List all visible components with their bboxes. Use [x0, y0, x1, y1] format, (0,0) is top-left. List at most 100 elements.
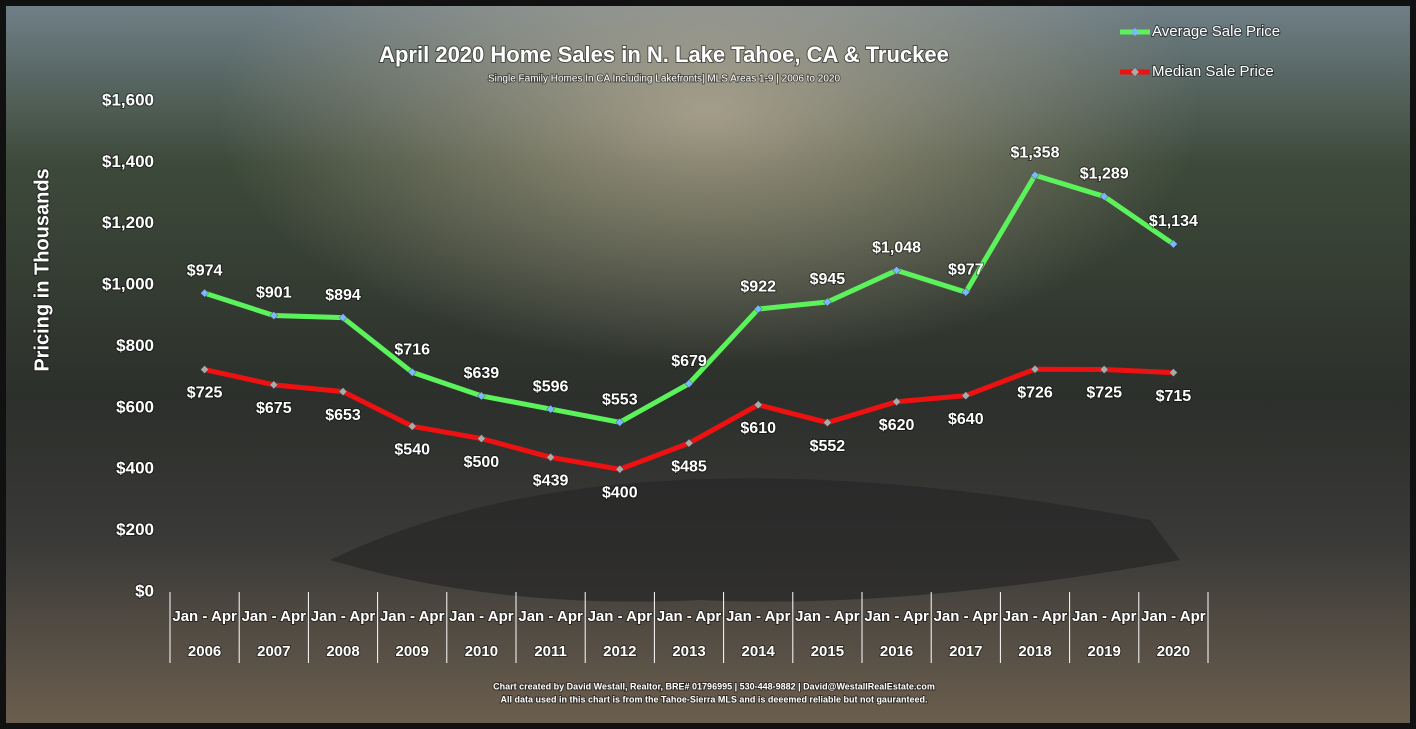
data-label: $639 [464, 365, 500, 382]
x-tick-period: Jan - Apr [518, 608, 583, 625]
data-label: $901 [256, 285, 292, 302]
data-label: $1,048 [872, 240, 921, 257]
y-tick-label: $600 [116, 397, 154, 416]
data-point [823, 297, 832, 307]
x-tick-label: 2019 [1088, 643, 1121, 660]
data-label: $922 [740, 278, 776, 295]
data-label: $679 [671, 353, 707, 370]
x-tick-period: Jan - Apr [934, 608, 999, 625]
data-point [269, 380, 279, 390]
data-label: $439 [533, 473, 569, 490]
data-label: $1,289 [1080, 166, 1129, 183]
x-tick-period: Jan - Apr [242, 608, 307, 625]
data-point [407, 421, 417, 431]
x-tick-label: 2009 [396, 643, 429, 660]
x-tick-period: Jan - Apr [1072, 608, 1137, 625]
x-tick-period: Jan - Apr [1141, 608, 1206, 625]
data-point [684, 379, 694, 388]
chart-title: April 2020 Home Sales in N. Lake Tahoe, … [379, 42, 949, 67]
data-point [477, 434, 486, 443]
data-point [615, 417, 625, 427]
data-point [1169, 239, 1178, 249]
data-point [200, 365, 209, 374]
y-tick-label: $200 [116, 520, 154, 539]
x-tick-period: Jan - Apr [657, 608, 722, 625]
data-point [269, 311, 279, 320]
x-tick-label: 2011 [534, 643, 567, 660]
legend-marker [1131, 28, 1139, 36]
driveway [330, 478, 1180, 602]
y-tick-label: $1,400 [102, 152, 154, 171]
data-label: $552 [810, 438, 846, 455]
data-point [1099, 192, 1109, 201]
data-point [961, 391, 971, 400]
x-tick-label: 2014 [742, 643, 776, 660]
data-point [1030, 170, 1040, 180]
x-tick-period: Jan - Apr [172, 608, 237, 625]
y-tick-label: $400 [116, 459, 154, 478]
data-point [892, 397, 901, 407]
data-label: $596 [533, 378, 569, 395]
data-label: $610 [740, 420, 776, 437]
data-label: $716 [394, 341, 430, 358]
footnote: Chart created by David Westall, Realtor,… [493, 681, 935, 691]
data-label: $620 [879, 417, 915, 434]
data-label: $485 [671, 458, 707, 475]
data-point [338, 387, 348, 396]
data-label: $945 [810, 271, 846, 288]
data-label: $640 [948, 411, 984, 428]
x-tick-period: Jan - Apr [449, 608, 514, 625]
data-label: $894 [325, 287, 361, 304]
data-point [407, 367, 417, 377]
data-point [1099, 365, 1109, 374]
x-tick-label: 2012 [603, 643, 636, 660]
data-label: $977 [948, 261, 984, 278]
x-tick-label: 2017 [949, 643, 982, 660]
data-point [1169, 368, 1178, 377]
x-tick-period: Jan - Apr [311, 608, 376, 625]
data-label: $974 [187, 262, 223, 279]
footnote: All data used in this chart is from the … [501, 694, 928, 704]
x-tick-period: Jan - Apr [864, 608, 929, 625]
data-point [546, 452, 555, 462]
data-point [753, 304, 763, 314]
x-tick-period: Jan - Apr [795, 608, 860, 625]
data-label: $400 [602, 484, 638, 501]
data-point [615, 464, 625, 474]
x-tick-label: 2018 [1018, 643, 1051, 660]
x-tick-period: Jan - Apr [588, 608, 653, 625]
legend-label: Median Sale Price [1152, 63, 1274, 80]
x-tick-period: Jan - Apr [726, 608, 791, 625]
data-point [684, 438, 694, 448]
y-tick-label: $0 [135, 581, 154, 600]
data-label: $675 [256, 400, 292, 417]
x-tick-label: 2007 [257, 643, 290, 660]
data-label: $715 [1156, 388, 1192, 405]
data-label: $1,358 [1011, 144, 1060, 161]
x-tick-label: 2006 [188, 643, 221, 660]
legend-marker [1131, 68, 1139, 76]
x-tick-period: Jan - Apr [1003, 608, 1068, 625]
y-axis-label: Pricing in Thousands [31, 168, 53, 371]
legend-label: Average Sale Price [1152, 23, 1280, 40]
chart-subtitle: Single Family Homes In CA Including Lake… [488, 74, 840, 85]
data-label: $725 [1086, 385, 1122, 402]
x-tick-label: 2016 [880, 643, 913, 660]
data-point [1030, 364, 1040, 374]
data-label: $726 [1017, 384, 1053, 401]
data-point [338, 313, 348, 323]
x-tick-label: 2020 [1157, 643, 1190, 660]
y-tick-label: $800 [116, 336, 154, 355]
x-tick-period: Jan - Apr [380, 608, 445, 625]
data-label: $1,134 [1149, 213, 1198, 230]
data-point [753, 400, 763, 410]
y-tick-label: $1,600 [102, 90, 154, 109]
data-label: $553 [602, 392, 638, 409]
y-tick-label: $1,200 [102, 213, 154, 232]
data-label: $500 [464, 454, 500, 471]
data-point [477, 391, 486, 401]
data-label: $725 [187, 385, 223, 402]
y-tick-label: $1,000 [102, 275, 154, 294]
x-tick-label: 2013 [672, 643, 705, 660]
